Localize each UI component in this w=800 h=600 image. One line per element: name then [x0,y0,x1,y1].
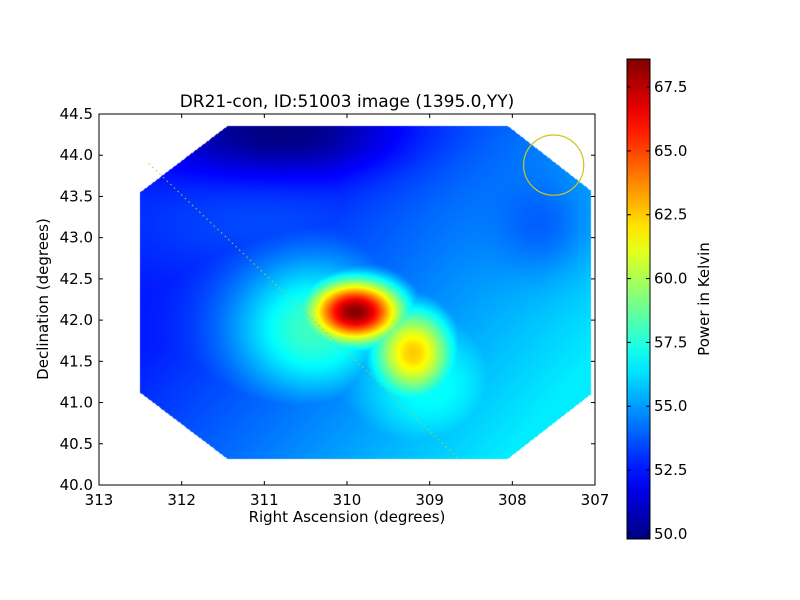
y-tick-label: 40.5 [60,435,93,453]
x-tick-label: 312 [167,491,196,509]
colorbar [626,58,651,540]
x-axis-label: Right Ascension (degrees) [249,508,446,526]
y-tick-label: 40.0 [60,476,93,494]
y-tick-label: 43.5 [60,187,93,205]
annotations [148,134,585,459]
y-tick-label: 44.0 [60,146,93,164]
chart-title: DR21-con, ID:51003 image (1395.0,YY) [180,92,515,112]
y-axis-label: Declination (degrees) [34,218,52,380]
y-tick-label: 41.5 [60,352,93,370]
x-tick-label: 308 [498,491,527,509]
y-tick-label: 43.0 [60,229,93,247]
colorbar-tick-label: 55.0 [654,397,687,415]
x-tick-label: 311 [250,491,279,509]
colorbar-tick-label: 65.0 [654,142,687,160]
colorbar-tick-label: 50.0 [654,525,687,543]
colorbar-tick-label: 60.0 [654,270,687,288]
x-axis-ticks: 313 312 311 310 309 308 307 [85,114,610,509]
y-axis-ticks: 40.0 40.5 41.0 41.5 42.0 42.5 43.0 43.5 44.0 44.5 [60,105,595,494]
x-tick-label: 309 [415,491,444,509]
cut-line [148,163,459,459]
colorbar-ticks: 50.0 52.5 55.0 57.5 60.0 62.5 65.0 67.5 [627,78,687,543]
x-tick-label: 313 [85,491,114,509]
colorbar-tick-label: 52.5 [654,461,687,479]
colorbar-tick-label: 57.5 [654,333,687,351]
y-tick-label: 42.5 [60,270,93,288]
heatmap-image [99,114,595,485]
colorbar-label: Power in Kelvin [695,242,713,356]
y-tick-label: 41.0 [60,394,93,412]
colorbar-tick-label: 67.5 [654,78,687,96]
beam-circle [522,134,585,196]
colorbar-tick-label: 62.5 [654,206,687,224]
x-tick-label: 307 [581,491,610,509]
y-tick-label: 44.5 [60,105,93,123]
x-tick-label: 310 [333,491,362,509]
y-tick-label: 42.0 [60,311,93,329]
